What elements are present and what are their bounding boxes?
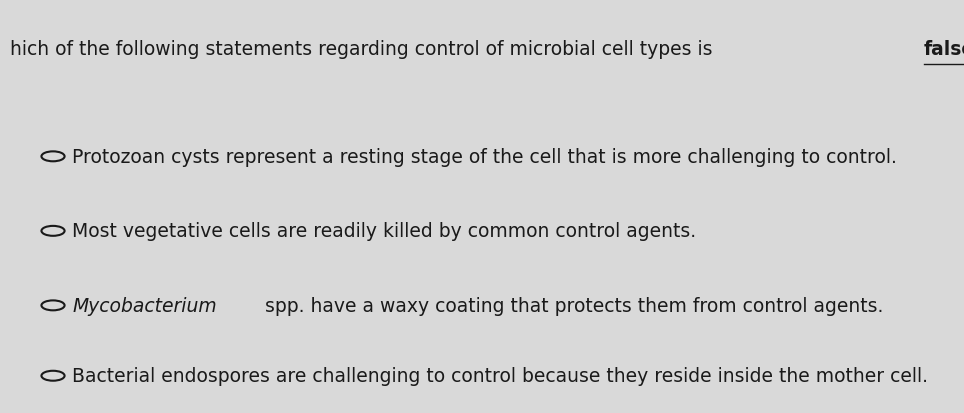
- Text: spp. have a waxy coating that protects them from control agents.: spp. have a waxy coating that protects t…: [259, 296, 883, 315]
- Text: Most vegetative cells are readily killed by common control agents.: Most vegetative cells are readily killed…: [72, 222, 696, 241]
- Text: Bacterial endospores are challenging to control because they reside inside the m: Bacterial endospores are challenging to …: [72, 366, 928, 385]
- Text: hich of the following statements regarding control of microbial cell types is: hich of the following statements regardi…: [10, 40, 718, 59]
- Text: Mycobacterium: Mycobacterium: [72, 296, 217, 315]
- Text: false?: false?: [924, 40, 964, 59]
- Text: Protozoan cysts represent a resting stage of the cell that is more challenging t: Protozoan cysts represent a resting stag…: [72, 147, 897, 166]
